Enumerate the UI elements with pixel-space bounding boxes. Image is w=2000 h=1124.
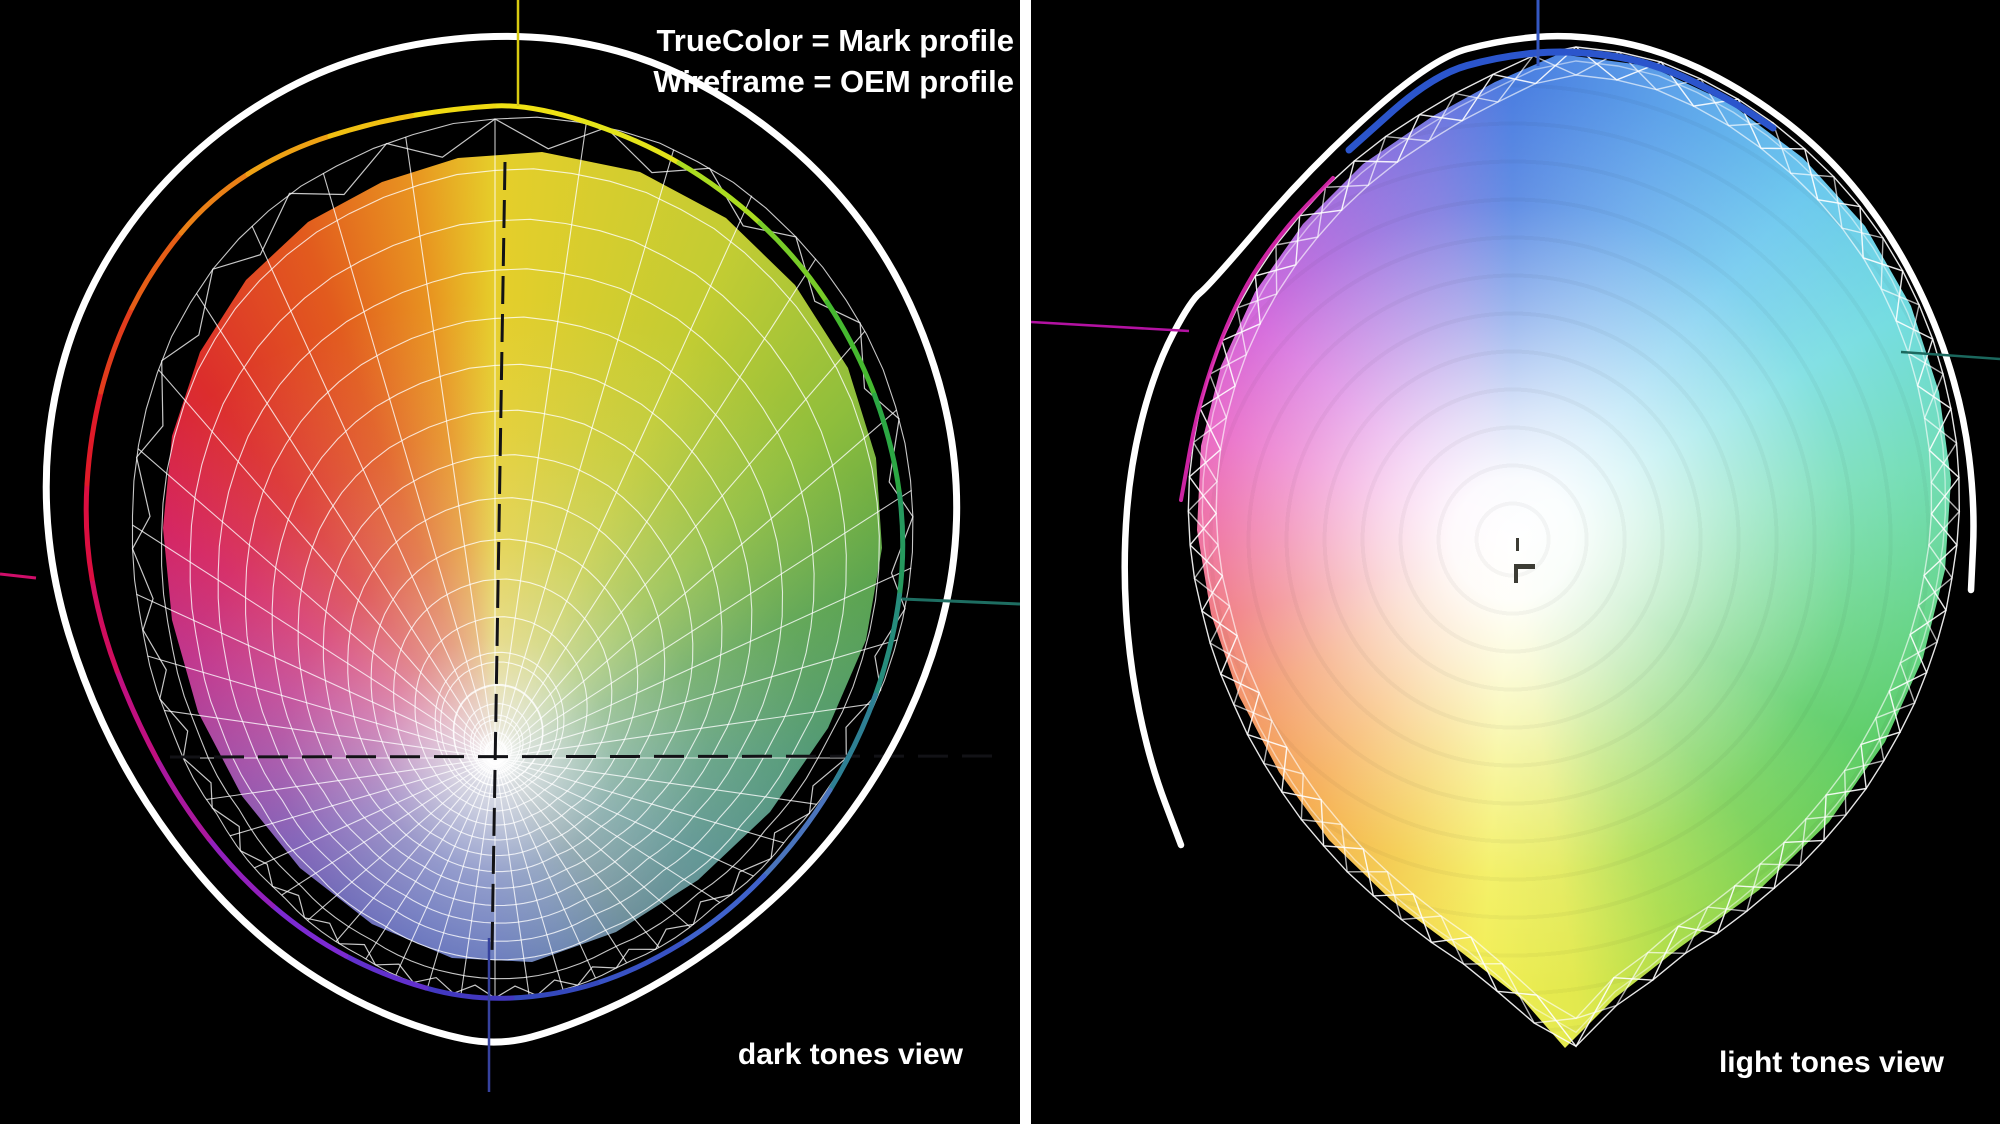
white-point-marker — [1514, 538, 1535, 583]
light-tones-panel: light tones view — [1031, 0, 2000, 1124]
dark-view-label: dark tones view — [737, 1038, 963, 1071]
light-view-label: light tones view — [1718, 1046, 1944, 1079]
lab-axis-lines — [1031, 0, 2000, 361]
a-axis-magenta — [0, 572, 37, 580]
legend-wireframe-line: Wireframe = OEM profile — [653, 64, 1014, 99]
b-axis-teal — [1900, 350, 2000, 361]
b-axis-teal — [901, 597, 1020, 606]
blue-rim-band — [1345, 48, 1777, 154]
profile-legend: TrueColor = Mark profile Wireframe = OEM… — [653, 20, 1014, 102]
oem-gamut-colored-outline — [83, 103, 906, 1001]
oem-wireframe-mesh — [131, 116, 914, 999]
panel-divider — [1020, 0, 1031, 1124]
lab-axis-lines — [0, 0, 1020, 1092]
oem-wireframe-rim — [1187, 46, 1961, 1048]
a-axis-magenta — [1031, 320, 1190, 333]
dark-tones-panel: TrueColor = Mark profile Wireframe = OEM… — [0, 0, 1020, 1092]
dark-wireframe-overlay — [0, 0, 1020, 1092]
light-wireframe-overlay — [1031, 0, 2000, 1048]
legend-truecolor-line: TrueColor = Mark profile — [656, 23, 1014, 58]
truecolor-gamut-white-outline — [42, 32, 961, 1046]
neutral-axis-dashed-lines — [169, 161, 1006, 953]
magenta-rim-band — [1179, 176, 1335, 502]
truecolor-gamut-white-outline — [1121, 32, 1977, 849]
